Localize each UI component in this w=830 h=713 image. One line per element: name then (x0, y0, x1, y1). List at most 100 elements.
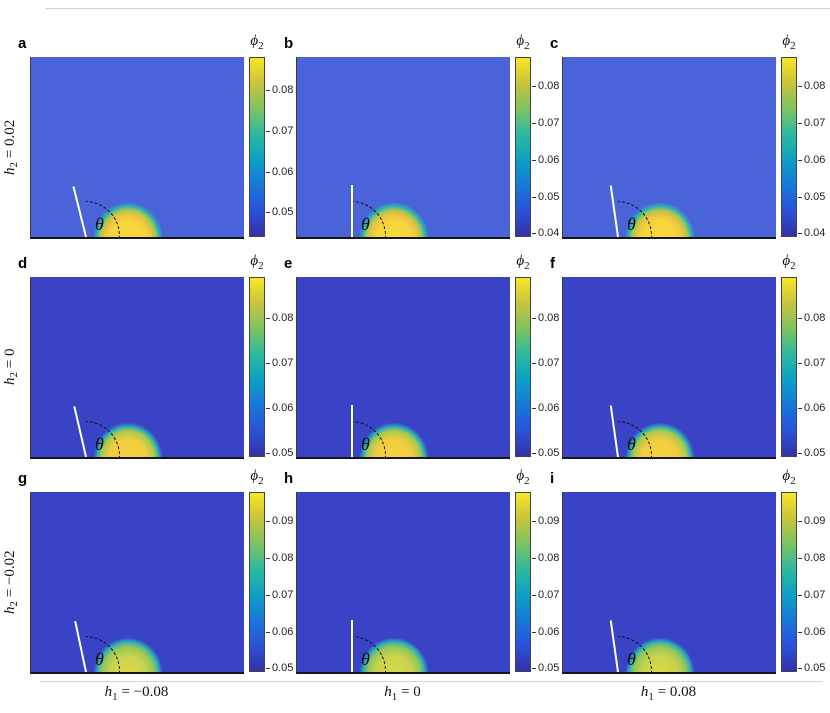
colorbar-tick-label: 0.07 (798, 357, 825, 369)
heatmap-plot: θ (296, 492, 510, 674)
theta-label: θ (95, 214, 104, 234)
colorbar (781, 277, 797, 457)
panel-i: i θ 0.05 0.06 0.07 0.08 0.09 ϕ2 (550, 468, 830, 702)
heatmap-plot: θ (562, 277, 776, 459)
colorbar-tick-label: 0.06 (266, 402, 293, 414)
panel-h: h θ 0.05 0.06 0.07 0.08 0.09 ϕ2 (284, 468, 596, 702)
colorbar-tick-label: 0.08 (266, 84, 293, 96)
panel-c: c θ 0.04 0.05 0.06 0.07 0.08 ϕ2 (550, 33, 830, 267)
colorbar-tick-label: 0.09 (532, 515, 559, 527)
colorbar (515, 57, 531, 237)
colorbar-ticks: 0.05 0.06 0.07 0.08 (532, 277, 568, 459)
colorbar-tick-label: 0.05 (532, 191, 559, 203)
theta-label: θ (95, 434, 104, 454)
panel-a: a θ 0.05 0.06 0.07 0.08 ϕ2 (18, 33, 330, 267)
colorbar-ticks: 0.04 0.05 0.06 0.07 0.08 (532, 57, 568, 239)
contact-angle-line (73, 406, 87, 457)
colorbar-label: ϕ2 (250, 253, 264, 272)
contact-angle-line (351, 620, 353, 672)
colorbar-tick-label: 0.08 (798, 552, 825, 564)
colorbar-tick-label: 0.08 (532, 80, 559, 92)
heatmap-plot: θ (30, 277, 244, 459)
colorbar-ticks: 0.05 0.06 0.07 0.08 (266, 277, 302, 459)
colorbar (515, 492, 531, 672)
panel-letter: e (284, 255, 293, 272)
contact-angle-line (72, 186, 87, 237)
colorbar-tick-label: 0.07 (532, 117, 559, 129)
colorbar-tick-label: 0.06 (532, 402, 559, 414)
colorbar-label: ϕ2 (782, 33, 796, 52)
colorbar (781, 492, 797, 672)
contact-angle-line (351, 405, 353, 457)
row-label-h2-0: h2 = 0 (2, 348, 20, 386)
colorbar-tick-label: 0.05 (266, 206, 293, 218)
colorbar-tick-label: 0.06 (798, 626, 825, 638)
heatmap-plot: θ (296, 277, 510, 459)
colorbar-tick-label: 0.08 (532, 552, 559, 564)
colorbar (781, 57, 797, 237)
theta-arc (86, 201, 122, 237)
colorbar-tick-label: 0.07 (798, 589, 825, 601)
panel-letter: c (550, 35, 559, 52)
panel-letter: i (550, 470, 555, 487)
colorbar-ticks: 0.05 0.06 0.07 0.08 (266, 57, 302, 237)
panel-letter: h (284, 470, 294, 487)
heatmap-plot: θ (562, 57, 776, 239)
colorbar-tick-label: 0.07 (532, 589, 559, 601)
colorbar-ticks: 0.05 0.06 0.07 0.08 0.09 (532, 492, 568, 674)
colorbar-tick-label: 0.07 (266, 357, 293, 369)
colorbar-tick-label: 0.06 (532, 154, 559, 166)
colorbar-tick-label: 0.09 (798, 515, 825, 527)
colorbar-tick-label: 0.06 (266, 166, 293, 178)
colorbar-tick-label: 0.08 (266, 312, 293, 324)
heatmap-plot: θ (30, 57, 244, 239)
panel-d: d θ 0.05 0.06 0.07 0.08 ϕ2 (18, 253, 330, 487)
colorbar-tick-label: 0.08 (266, 552, 293, 564)
heatmap-plot: θ (30, 492, 244, 674)
theta-label: θ (361, 214, 370, 234)
colorbar-tick-label: 0.07 (532, 357, 559, 369)
panel-g: g θ 0.05 0.06 0.07 0.08 0.09 ϕ2 (18, 468, 330, 702)
figure-frame-bottom-line (40, 681, 822, 682)
colorbar-ticks: 0.05 0.06 0.07 0.08 (798, 277, 830, 459)
colorbar-tick-label: 0.07 (798, 117, 825, 129)
colorbar-label: ϕ2 (516, 253, 530, 272)
colorbar-tick-label: 0.05 (266, 662, 293, 674)
theta-label: θ (627, 214, 636, 234)
colorbar-ticks: 0.05 0.06 0.07 0.08 0.09 (266, 492, 302, 674)
panel-letter: g (18, 470, 28, 487)
colorbar-tick-label: 0.05 (532, 662, 559, 674)
heatmap-plot: θ (296, 57, 510, 239)
colorbar-tick-label: 0.06 (798, 154, 825, 166)
col-label-h1-0.08: h1 = 0.08 (640, 684, 697, 703)
row-label-h2-0.02: h2 = 0.02 (2, 119, 20, 175)
panel-e: e θ 0.05 0.06 0.07 0.08 ϕ2 (284, 253, 596, 487)
theta-label: θ (361, 649, 370, 669)
theta-arc (86, 421, 122, 457)
colorbar-tick-label: 0.05 (798, 447, 825, 459)
colorbar-label: ϕ2 (516, 468, 530, 487)
heatmap-plot: θ (562, 492, 776, 674)
colorbar-label: ϕ2 (516, 33, 530, 52)
theta-label: θ (361, 434, 370, 454)
colorbar-ticks: 0.05 0.06 0.07 0.08 0.09 (798, 492, 830, 674)
colorbar (515, 277, 531, 457)
theta-arc (618, 421, 654, 457)
colorbar-tick-label: 0.06 (532, 626, 559, 638)
panel-b: b θ 0.04 0.05 0.06 0.07 0.08 ϕ2 (284, 33, 596, 267)
colorbar (249, 57, 265, 237)
theta-arc (618, 636, 654, 672)
panel-letter: d (18, 255, 28, 272)
colorbar-tick-label: 0.05 (798, 191, 825, 203)
theta-arc (86, 636, 122, 672)
colorbar-label: ϕ2 (250, 468, 264, 487)
colorbar-tick-label: 0.08 (798, 312, 825, 324)
colorbar-tick-label: 0.05 (266, 447, 293, 459)
col-label-h1-neg0.08: h1 = −0.08 (104, 684, 169, 703)
colorbar-tick-label: 0.05 (798, 662, 825, 674)
theta-label: θ (627, 649, 636, 669)
colorbar-tick-label: 0.07 (266, 589, 293, 601)
colorbar-label: ϕ2 (782, 253, 796, 272)
figure-frame-top-line (45, 8, 830, 9)
